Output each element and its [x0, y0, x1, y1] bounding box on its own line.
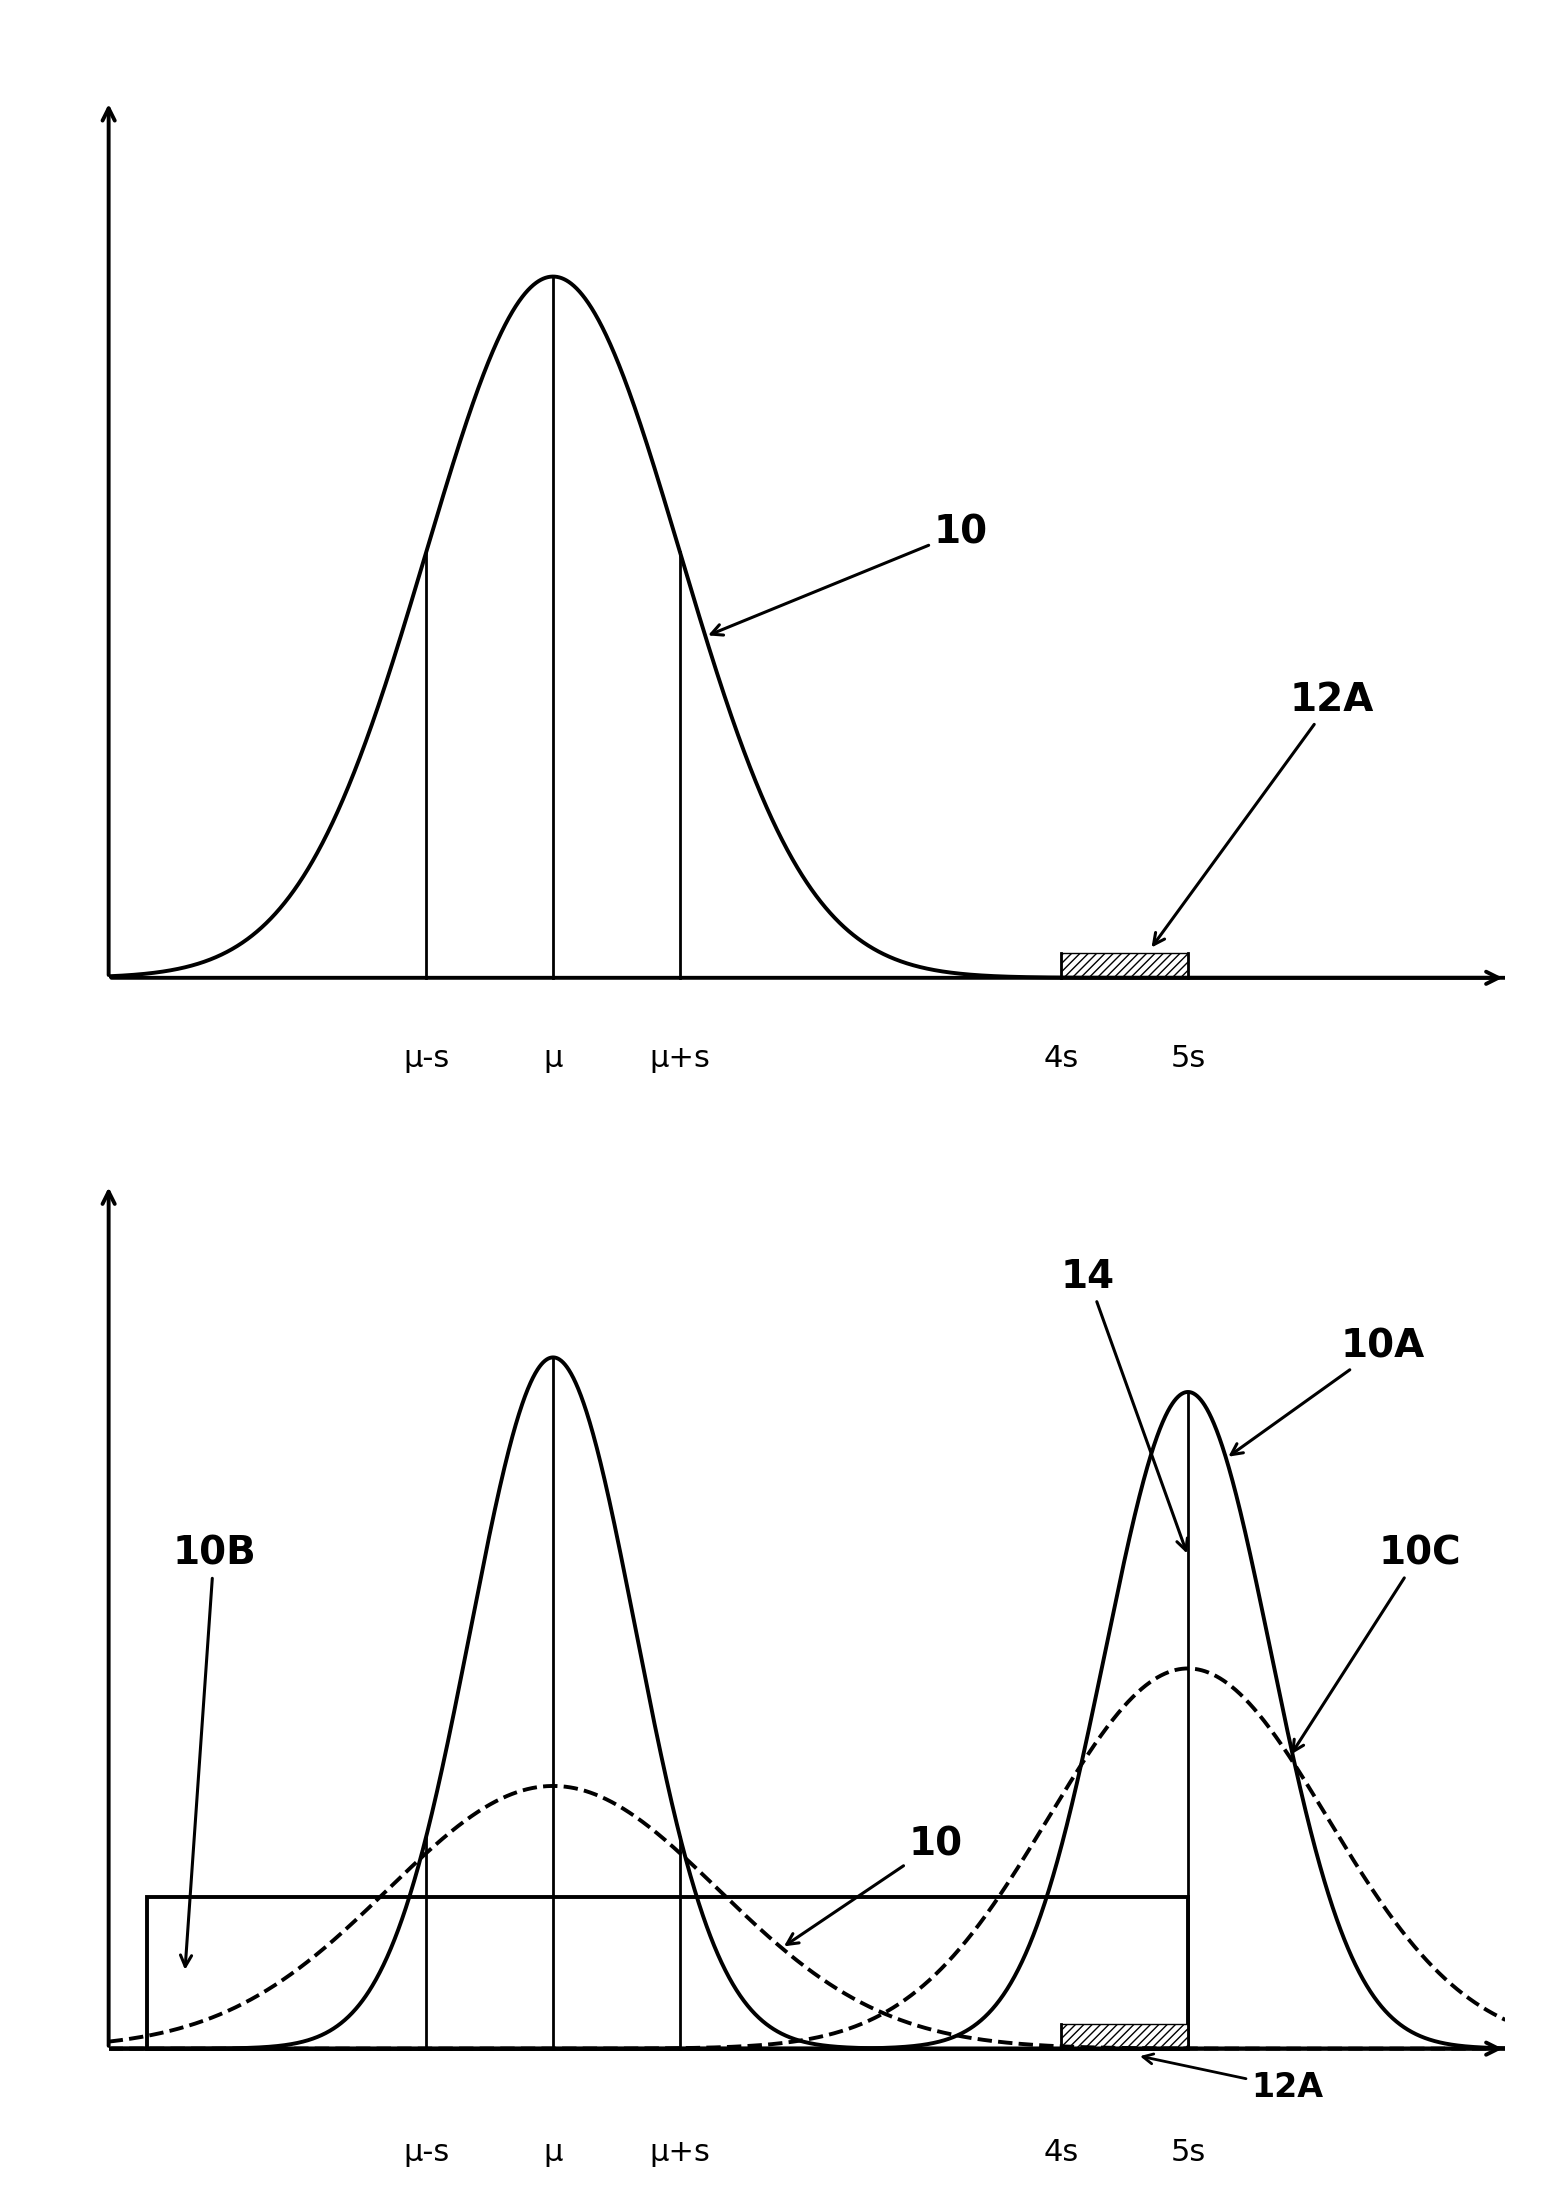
Text: 12A: 12A	[1153, 682, 1374, 944]
Text: μ+s: μ+s	[650, 1043, 711, 1074]
Text: 10B: 10B	[172, 1535, 256, 1966]
Text: Fig. 2A: Fig. 2A	[714, 1202, 900, 1249]
Text: 10A: 10A	[1231, 1328, 1425, 1454]
Bar	[147, 1897, 1187, 2049]
Text: 5s: 5s	[1170, 2138, 1206, 2168]
Text: μ+s: μ+s	[650, 2138, 711, 2168]
Text: 5s: 5s	[1170, 1043, 1206, 1074]
Text: 4s: 4s	[1043, 1043, 1079, 1074]
Text: 10C: 10C	[1293, 1535, 1460, 1752]
Text: μ: μ	[543, 2138, 563, 2168]
Text: 12A: 12A	[1142, 2054, 1324, 2105]
Text: 14: 14	[1062, 1257, 1187, 1551]
Text: μ-s: μ-s	[404, 2138, 449, 2168]
Text: 10: 10	[711, 514, 989, 635]
Text: 4s: 4s	[1043, 2138, 1079, 2168]
Text: μ: μ	[543, 1043, 563, 1074]
Text: 10: 10	[787, 1824, 962, 1943]
Text: μ-s: μ-s	[404, 1043, 449, 1074]
